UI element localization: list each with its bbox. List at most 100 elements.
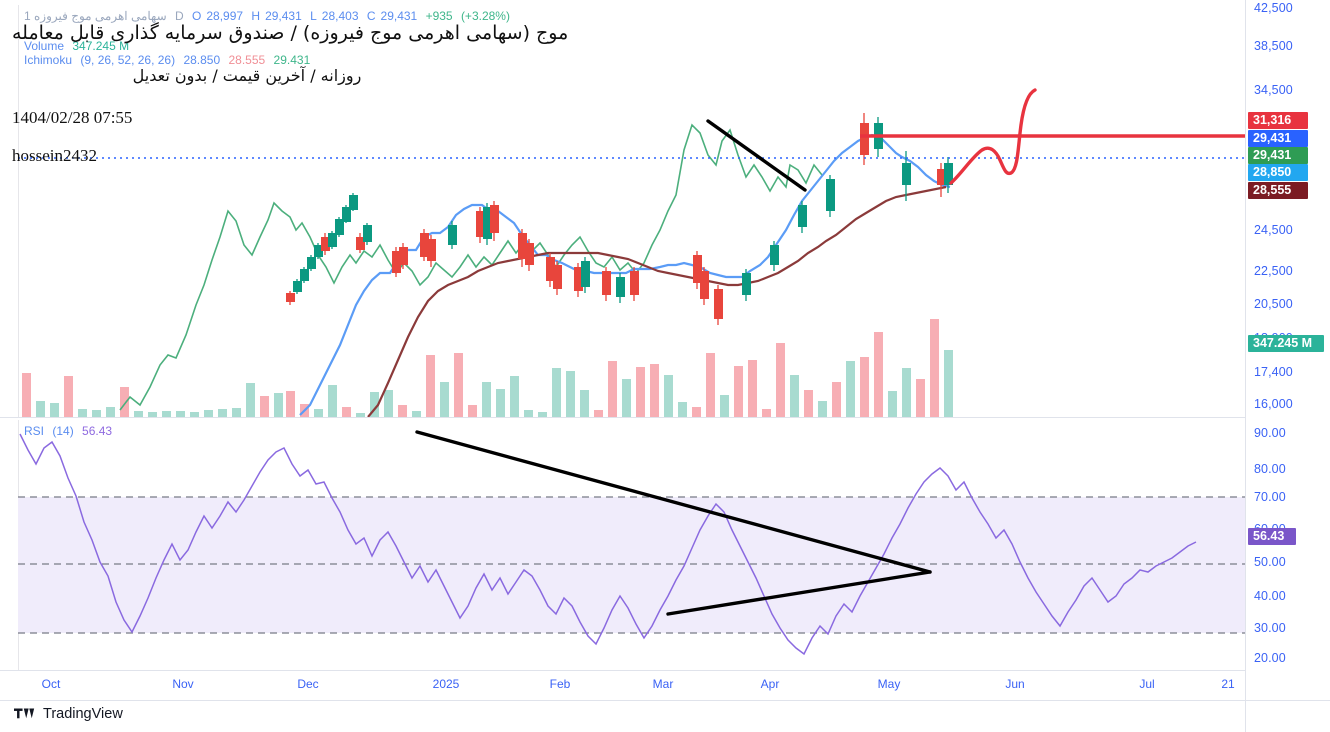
time-axis-tick: Oct: [41, 677, 61, 691]
legend-close: 29,431: [380, 9, 418, 23]
rsi-pane[interactable]: [0, 420, 1245, 670]
rsi-descending-trendline[interactable]: [415, 430, 932, 574]
pane-left-border: [18, 5, 19, 417]
candle: [602, 267, 611, 301]
price-axis-tick: 30.00: [1254, 621, 1286, 635]
price-axis-tick: 42,500: [1254, 1, 1293, 15]
ichimoku-kijun-line: [367, 185, 947, 417]
candle: [427, 235, 436, 267]
candle: [314, 243, 323, 259]
candle: [937, 163, 946, 197]
candle: [525, 239, 534, 271]
watermark-label: TradingView: [43, 706, 123, 722]
rsi-band: [18, 497, 1245, 633]
time-axis-separator: [0, 670, 1330, 671]
price-axis-badge[interactable]: 28,555: [1248, 182, 1308, 199]
time-axis-tick: 21: [1221, 677, 1235, 691]
price-axis-tick: 16,000: [1254, 397, 1293, 411]
candle: [798, 201, 807, 233]
tradingview-logo-icon: [14, 708, 35, 719]
overlay-subtitle: روزانه / آخرین قیمت / بدون تعدیل: [132, 66, 362, 85]
legend-volume-value: 347.245 M: [72, 39, 130, 53]
candle: [553, 261, 562, 295]
ichimoku-chikou-line: [119, 123, 823, 411]
volume-legend[interactable]: Volume 347.245 M: [24, 39, 134, 54]
legend-ichimoku-base: 28.555: [228, 53, 266, 67]
price-axis-tick: 17,400: [1254, 365, 1293, 379]
price-axis-tick: 24,500: [1254, 223, 1293, 237]
candle: [307, 255, 316, 271]
pane-separator: [0, 417, 1245, 418]
legend-low: 28,403: [321, 9, 359, 23]
candle: [944, 157, 953, 193]
candle: [581, 257, 590, 293]
time-axis-tick: Jul: [1139, 677, 1155, 691]
candle: [574, 263, 583, 297]
price-axis-separator: [1245, 0, 1246, 732]
price-axis-tick: 20,500: [1254, 297, 1293, 311]
candle: [286, 291, 295, 305]
candle: [363, 223, 372, 245]
legend-change-pct: (+3.28%): [460, 9, 510, 23]
price-projection-freehand[interactable]: [949, 88, 1037, 185]
legend-open-label: O: [192, 9, 202, 23]
time-axis-tick: Mar: [652, 677, 674, 691]
volume-bars: [22, 319, 953, 417]
tradingview-watermark[interactable]: TradingView: [14, 706, 123, 722]
price-axis-badge[interactable]: 347.245 M: [1248, 335, 1324, 352]
candle: [902, 151, 911, 201]
price-axis-badge[interactable]: 28,850: [1248, 164, 1308, 181]
price-axis-tick: 70.00: [1254, 490, 1286, 504]
price-axis-badge[interactable]: 29,431: [1248, 130, 1308, 147]
price-series-layer: [18, 88, 1245, 417]
legend-rsi-name: RSI: [24, 424, 45, 438]
price-axis-badge[interactable]: 56.43: [1248, 528, 1296, 545]
legend-ichimoku-name: Ichimoku: [24, 53, 73, 67]
rsi-legend[interactable]: RSI (14) 56.43: [24, 424, 117, 439]
price-axis-tick: 22,500: [1254, 264, 1293, 278]
time-axis[interactable]: Oct Nov Dec 2025 Feb Mar Apr May Jun Jul 21: [0, 671, 1330, 700]
rsi-ascending-trendline[interactable]: [666, 570, 932, 616]
candle: [342, 205, 351, 223]
candle: [476, 207, 485, 243]
candle: [490, 201, 499, 241]
ichimoku-legend[interactable]: Ichimoku (9, 26, 52, 26, 26) 28.850 28.5…: [24, 53, 315, 68]
price-axis-tick: 80.00: [1254, 462, 1286, 476]
price-legend[interactable]: سهامی اهرمی موج فیروزه 1 D O 28,997 H 29,4…: [24, 9, 515, 24]
price-axis-tick: 20.00: [1254, 651, 1286, 665]
legend-low-label: L: [310, 9, 317, 23]
time-axis-tick: Apr: [760, 677, 780, 691]
time-axis-tick: Nov: [172, 677, 194, 691]
price-axis-badge[interactable]: 29,431: [1248, 147, 1308, 164]
candle: [356, 233, 365, 253]
candle: [321, 233, 330, 255]
candle: [349, 193, 358, 211]
price-axis[interactable]: 42,50038,50034,50026,50024,50022,50020,5…: [1246, 0, 1330, 700]
time-axis-tick: Feb: [549, 677, 571, 691]
price-axis-badge[interactable]: 31,316: [1248, 112, 1308, 129]
legend-high-label: H: [251, 9, 261, 23]
legend-rsi-value: 56.43: [82, 424, 113, 438]
bottom-separator: [0, 700, 1330, 701]
rsi-series-layer: [18, 430, 1245, 656]
price-axis-tick: 38,500: [1254, 39, 1293, 53]
overlay-username: hossein2432: [12, 146, 97, 165]
candle: [399, 243, 408, 269]
candle: [293, 279, 302, 294]
candle: [483, 203, 492, 245]
chikou-descending-trendline[interactable]: [706, 119, 807, 192]
legend-interval: D: [174, 9, 184, 23]
price-pane[interactable]: [0, 5, 1245, 417]
candle: [328, 231, 337, 249]
legend-close-label: C: [366, 9, 376, 23]
time-axis-tick: 2025: [432, 677, 460, 691]
legend-high: 29,431: [265, 9, 302, 23]
time-axis-tick: May: [877, 677, 901, 691]
legend-ichimoku-lagging: 29.431: [273, 53, 311, 67]
price-axis-tick: 40.00: [1254, 589, 1286, 603]
price-axis-tick: 50.00: [1254, 555, 1286, 569]
legend-rsi-params: (14): [52, 424, 74, 438]
candle: [518, 229, 527, 267]
time-axis-tick: Jun: [1005, 677, 1025, 691]
